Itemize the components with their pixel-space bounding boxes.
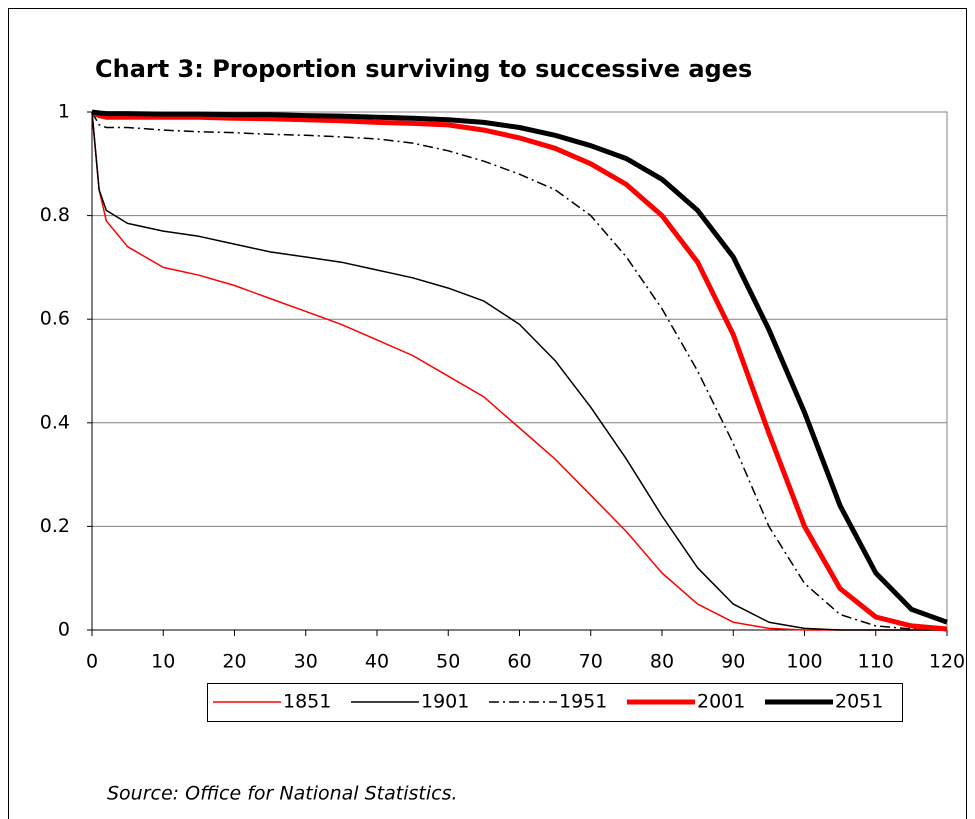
x-tick-label: 10 [151,651,175,673]
y-tick-label: 0.8 [40,204,70,226]
x-tick-label: 60 [507,651,531,673]
legend-label: 1901 [421,691,469,713]
x-tick-label: 80 [650,651,674,673]
y-tick-label: 0.2 [40,515,70,537]
x-tick-label: 40 [365,651,389,673]
series-line [91,111,948,631]
x-tick-label: 100 [786,651,822,673]
source-note: Source: Office for National Statistics. [107,783,458,805]
series-line [91,111,947,631]
series-line [90,109,948,632]
y-tick-label: 0.4 [40,411,70,433]
series-line [91,111,947,631]
series-line [91,109,948,625]
x-tick-label: 70 [579,651,603,673]
x-tick-label: 20 [222,651,246,673]
x-tick-label: 120 [929,651,965,673]
y-tick-label: 1 [58,101,70,123]
y-tick-label: 0.6 [40,308,70,330]
chart-title: Chart 3: Proportion surviving to success… [95,55,752,83]
x-tick-label: 0 [86,651,98,673]
x-tick-label: 110 [858,651,894,673]
legend-label: 2001 [697,691,745,713]
x-tick-label: 50 [436,651,460,673]
legend-label: 1951 [559,691,607,713]
x-tick-label: 90 [721,651,745,673]
legend-label: 1851 [283,691,331,713]
y-tick-label: 0 [58,619,70,641]
plot-area [91,111,948,631]
legend-label: 2051 [835,691,883,713]
x-tick-label: 30 [294,651,318,673]
